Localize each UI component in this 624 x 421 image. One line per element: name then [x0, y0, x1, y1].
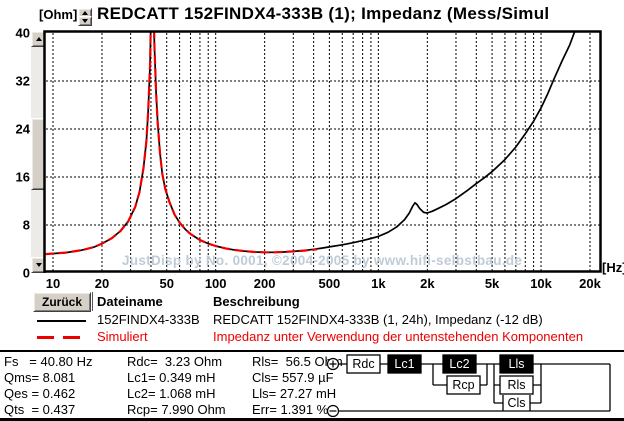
plus-icon — [329, 360, 337, 368]
component-label-lc2[interactable]: Lc2 — [449, 357, 469, 371]
arrow-down-icon — [35, 263, 42, 267]
parameter-value: Lls= 27.27 mH — [252, 386, 337, 401]
component-box-rls[interactable] — [499, 375, 534, 395]
y-scale-spinner — [78, 8, 92, 26]
x-axis-unit-label: [Hz] — [602, 260, 624, 275]
watermark-text: JustDisp by No. 0001, ©2004-2005 by www.… — [122, 253, 522, 268]
y-tick-label: 8 — [23, 218, 30, 233]
measured-line-swatch — [37, 320, 86, 322]
parameter-value: Fs = 40.80 Hz — [4, 354, 93, 369]
legend-file-name: Simuliert — [97, 329, 148, 344]
legend-description: Impedanz unter Verwendung der untenstehe… — [213, 329, 584, 344]
parameter-column-coil: Rdc= 3.23 Ohm Lc1= 0.349 mH Lc2= 1.068 mH R… — [127, 354, 226, 418]
parameter-value: Err= 1.391 % — [252, 402, 329, 417]
plot-border — [43, 30, 602, 273]
legend-header-dateiname: Dateiname — [97, 294, 163, 309]
parameter-value: Lc1= 0.349 mH — [127, 370, 216, 385]
equivalent-circuit-diagram: Rdc Lc1 Lc2 Rcp Lls Rls Cls — [326, 354, 611, 418]
simulated-line-swatch — [37, 336, 86, 339]
arrow-down-icon — [82, 19, 88, 23]
arrow-up-icon — [82, 11, 88, 15]
parameter-value: Qms= 8.081 — [4, 370, 76, 385]
x-tick-label: 5k — [485, 276, 500, 291]
spinner-down-button[interactable] — [78, 16, 92, 26]
legend-header-beschreibung: Beschreibung — [213, 294, 300, 309]
y-axis-unit-label: [Ohm] — [39, 7, 78, 22]
legend-divider — [92, 292, 93, 311]
legend-description: REDCATT 152FINDX4-333B (1, 24h), Impedan… — [213, 312, 543, 327]
parameter-value: Qts = 0.437 — [4, 402, 76, 417]
y-tick-label: 32 — [16, 74, 30, 89]
parameter-value: Lc2= 1.068 mH — [127, 386, 216, 401]
arrow-up-icon — [35, 37, 42, 41]
component-box-lc1[interactable] — [387, 354, 422, 374]
x-tick-label: 2k — [420, 276, 435, 291]
parameter-column-model: Rls= 56.5 Ohm Cls= 557.9 µF Lls= 27.27 mH E… — [252, 354, 343, 418]
separator-line — [0, 350, 624, 352]
x-tick-label: 10k — [530, 276, 552, 291]
y-tick-label: 0 — [23, 266, 30, 281]
simulated-curve — [45, 32, 318, 256]
parameter-column-ts: Fs = 40.80 Hz Qms= 8.081 Qes = 0.462 Qts = … — [4, 354, 93, 418]
component-cls-plates[interactable] — [502, 395, 531, 411]
back-button[interactable]: Zurück — [33, 292, 91, 312]
plot-area — [44, 31, 601, 272]
x-tick-label: 100 — [205, 276, 227, 291]
component-label-rdc[interactable]: Rdc — [352, 357, 374, 371]
component-box-rcp[interactable] — [446, 375, 481, 395]
x-tick-label: 50 — [159, 276, 173, 291]
parameter-value: Rdc= 3.23 Ohm — [127, 354, 223, 369]
legend-file-name: 152FINDX4-333B — [97, 312, 200, 327]
parameter-value: Qes = 0.462 — [4, 386, 76, 401]
y-tick-label: 40 — [16, 26, 30, 41]
x-tick-label: 20 — [95, 276, 109, 291]
bottom-border — [0, 418, 624, 421]
y-tick-label: 24 — [16, 122, 31, 137]
parameter-value: Rcp= 7.990 Ohm — [127, 402, 226, 417]
component-label-lc1[interactable]: Lc1 — [394, 357, 414, 371]
component-box-rdc[interactable] — [346, 354, 381, 374]
parameter-value: Cls= 557.9 µF — [252, 370, 334, 385]
circuit-wires — [338, 363, 611, 412]
component-box-lls[interactable] — [499, 354, 534, 374]
x-tick-label: 1k — [371, 276, 386, 291]
page-title: REDCATT 152FINDX4-333B (1); Impedanz (Me… — [97, 4, 550, 23]
component-label-cls[interactable]: Cls — [507, 396, 525, 410]
x-tick-label: 200 — [254, 276, 276, 291]
y-tick-label: 16 — [16, 170, 30, 185]
component-box-lc2[interactable] — [442, 354, 477, 374]
x-tick-label: 20k — [579, 276, 601, 291]
component-label-lls[interactable]: Lls — [509, 357, 525, 371]
x-tick-label: 10 — [46, 276, 60, 291]
grid — [46, 33, 600, 271]
component-label-rls[interactable]: Rls — [507, 378, 525, 392]
x-tick-label: 500 — [319, 276, 341, 291]
impedance-plot: JustDisp by No. 0001, ©2004-2005 by www.… — [16, 26, 602, 291]
component-label-rcp[interactable]: Rcp — [452, 378, 474, 392]
